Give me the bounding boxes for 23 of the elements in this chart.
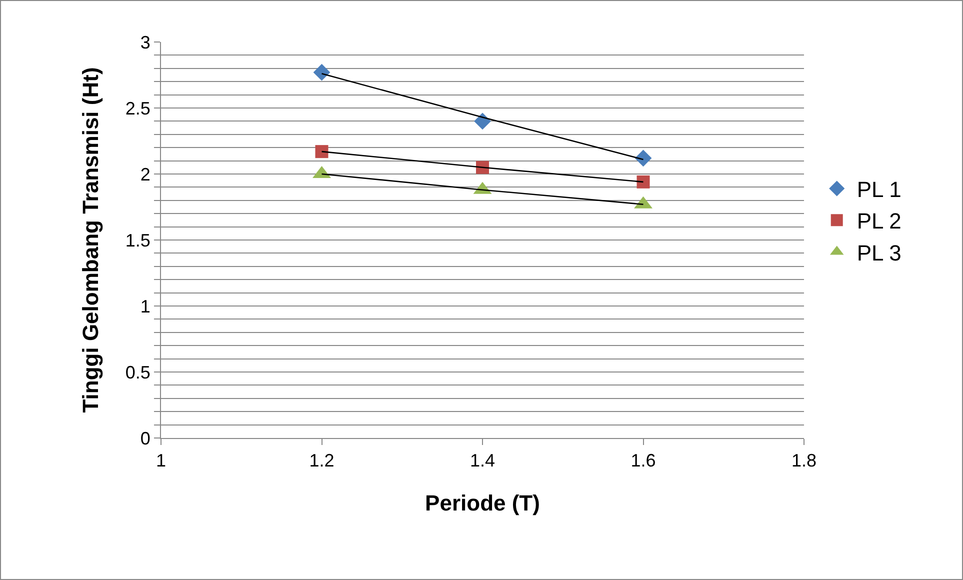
x-tick-label: 1.8 <box>791 450 817 471</box>
y-tick-label: 1.5 <box>125 230 150 250</box>
point <box>315 145 328 158</box>
point <box>636 175 650 188</box>
x-tick-label: 1.4 <box>470 450 496 471</box>
legend-label: PL 3 <box>856 240 902 266</box>
y-tick-label: 3 <box>140 32 150 52</box>
x-tick-label: 1.2 <box>309 450 334 471</box>
x-tick-label: 1 <box>156 450 166 471</box>
y-tick-label: 2 <box>140 164 150 184</box>
y-tick-label: 0 <box>140 428 150 448</box>
y-tick-label: 1 <box>140 296 150 316</box>
y-tick-label: 0.5 <box>125 362 150 382</box>
x-axis-title: Periode (T) <box>425 490 540 516</box>
y-tick-label: 2.5 <box>125 98 150 118</box>
point <box>474 112 491 130</box>
y-axis-title: Tinggi Gelombang Transmisi (Ht) <box>78 67 104 413</box>
legend-label: PL 2 <box>856 208 902 234</box>
point <box>313 64 330 81</box>
x-tick-label: 1.6 <box>630 450 656 471</box>
legend-label: PL 1 <box>856 177 902 202</box>
point <box>634 150 652 167</box>
point <box>476 160 489 174</box>
